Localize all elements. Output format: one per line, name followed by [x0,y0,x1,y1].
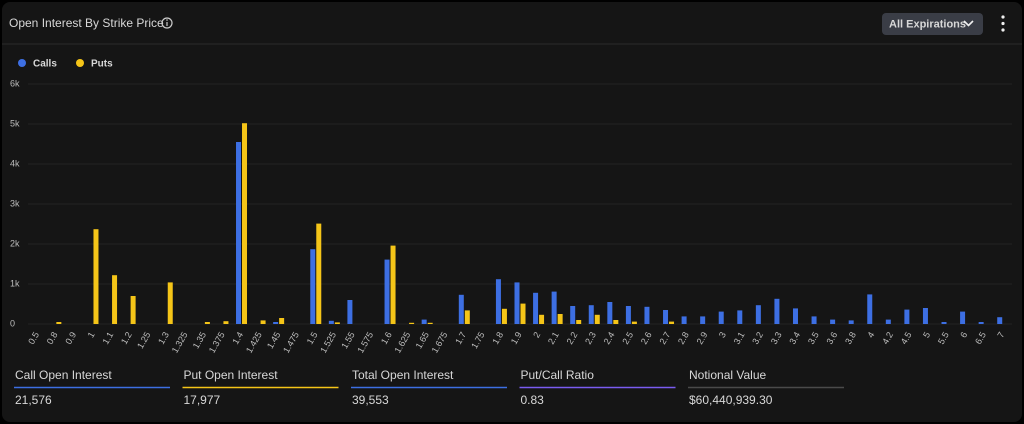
bar [644,306,650,324]
bar [904,309,910,324]
bar [941,322,947,324]
bar [588,305,594,324]
stat-label: Put Open Interest [184,368,279,382]
x-tick-label: 3 [717,330,728,339]
bar [960,311,966,324]
bar [830,319,836,324]
stat-value: 0.83 [521,393,545,407]
bar [533,292,539,324]
bar [334,322,340,324]
bar [737,310,743,324]
bar [792,308,798,324]
bar [279,318,285,324]
bar [427,322,433,324]
y-tick-label: 6k [10,78,20,88]
bar [310,249,316,324]
bar [384,259,390,324]
bar [681,316,687,324]
bar [316,223,322,324]
y-tick-label: 2k [10,238,20,248]
bar [576,320,582,324]
bar [570,306,576,324]
bar [204,322,210,324]
y-tick-label: 5k [10,118,20,128]
y-tick-label: 3k [10,198,20,208]
bar [273,322,279,324]
bar [625,306,631,324]
x-tick-label: 2 [531,330,542,339]
dropdown-label: All Expirations [889,18,966,30]
bar [669,321,675,324]
bar [557,314,563,324]
bar [242,123,248,324]
legend-swatch [18,59,26,67]
bar [93,229,99,324]
bar [663,310,669,324]
bar [520,303,526,324]
bar [328,320,334,324]
bar [774,298,780,324]
stat-label: Put/Call Ratio [521,368,595,382]
bar [700,316,706,324]
y-tick-label: 4k [10,158,20,168]
stat-value: 17,977 [184,393,221,407]
bar [167,282,173,324]
x-tick-label: 4 [865,330,876,339]
x-tick-label: 6 [958,330,969,339]
title: Open Interest By Strike Price [9,16,164,30]
bar [514,282,520,324]
bar [223,321,229,324]
bar [347,300,353,324]
bar [130,296,136,324]
stat-value: $60,440,939.30 [689,393,773,407]
bar [922,308,928,324]
bar [718,311,724,324]
stat-label: Call Open Interest [15,368,112,382]
bar [607,302,613,324]
info-icon[interactable] [161,17,173,29]
expiration-dropdown[interactable]: All Expirations [882,13,983,35]
bar [867,294,873,324]
x-tick-label: 1 [86,330,97,339]
bar [464,310,470,324]
bar [848,320,854,324]
more-menu[interactable] [1001,15,1005,32]
bar [594,314,600,324]
bar [421,319,427,324]
stat-value: 39,553 [352,393,389,407]
bar [811,316,817,324]
stat-label: Total Open Interest [352,368,454,382]
bar [501,308,507,324]
legend-label: Calls [33,59,57,70]
bar [755,305,761,324]
bar [236,142,242,324]
bar [997,317,1003,324]
x-tick-label: 7 [995,330,1006,339]
y-tick-label: 0 [10,318,15,328]
y-tick-label: 1k [10,278,20,288]
bar [978,322,984,324]
bar [631,321,637,324]
bar [458,294,464,324]
bar [390,245,396,324]
bar [56,322,62,324]
bar [409,322,415,324]
x-tick-label: 5 [921,330,932,339]
legend-label: Puts [91,59,113,70]
bar [885,319,891,324]
stat-value: 21,576 [15,393,52,407]
bar [551,291,557,324]
legend-swatch [76,59,84,67]
bar [539,314,545,324]
bar [495,279,501,324]
stat-label: Notional Value [689,368,766,382]
bar [613,320,619,324]
bar [260,320,266,324]
bar [112,275,118,324]
